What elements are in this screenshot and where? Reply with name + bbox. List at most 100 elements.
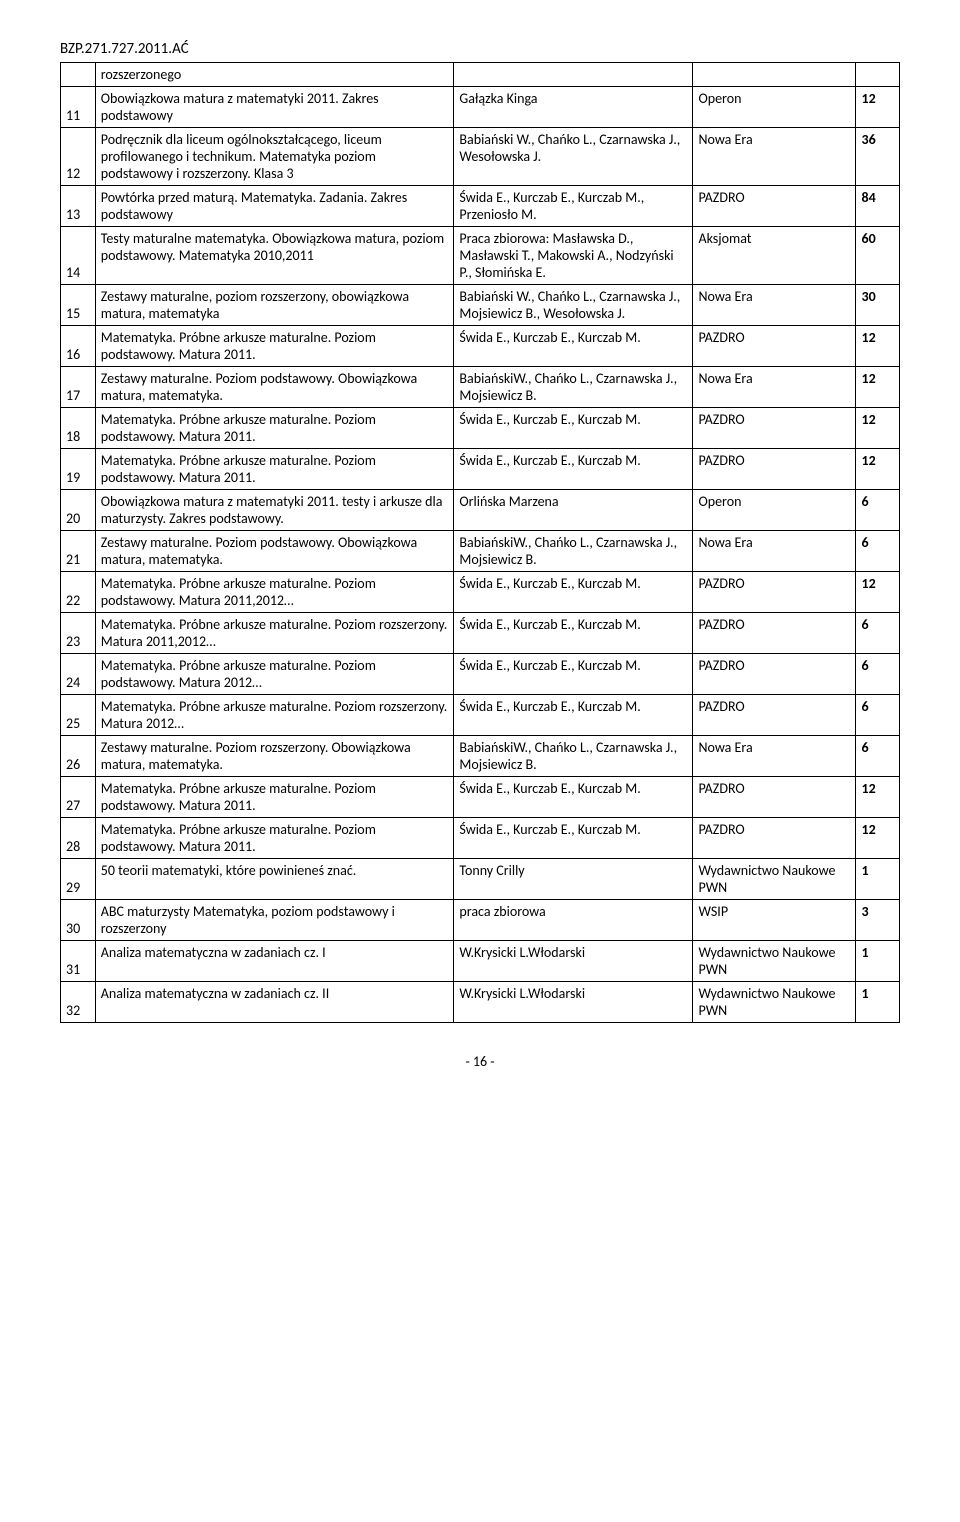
- row-number: 21: [61, 531, 96, 572]
- table-row: 19Matematyka. Próbne arkusze maturalne. …: [61, 449, 900, 490]
- row-author: praca zbiorowa: [454, 900, 693, 941]
- row-title: 50 teorii matematyki, które powinieneś z…: [95, 859, 454, 900]
- row-publisher: PAZDRO: [693, 408, 856, 449]
- row-title: Matematyka. Próbne arkusze maturalne. Po…: [95, 572, 454, 613]
- row-title: Matematyka. Próbne arkusze maturalne. Po…: [95, 613, 454, 654]
- row-title: ABC maturzysty Matematyka, poziom podsta…: [95, 900, 454, 941]
- row-quantity: 6: [856, 613, 900, 654]
- row-author: Świda E., Kurczab E., Kurczab M., Przeni…: [454, 186, 693, 227]
- row-author: Tonny Crilly: [454, 859, 693, 900]
- row-quantity: 12: [856, 572, 900, 613]
- row-quantity: 3: [856, 900, 900, 941]
- table-row: 15Zestawy maturalne, poziom rozszerzony,…: [61, 285, 900, 326]
- row-publisher: Wydawnictwo Naukowe PWN: [693, 982, 856, 1023]
- row-quantity: 12: [856, 408, 900, 449]
- table-row: 14Testy maturalne matematyka. Obowiązkow…: [61, 227, 900, 285]
- table-row: 25Matematyka. Próbne arkusze maturalne. …: [61, 695, 900, 736]
- table-row: 24Matematyka. Próbne arkusze maturalne. …: [61, 654, 900, 695]
- table-row: 13Powtórka przed maturą. Matematyka. Zad…: [61, 186, 900, 227]
- row-number: 22: [61, 572, 96, 613]
- row-publisher: PAZDRO: [693, 818, 856, 859]
- row-number: 26: [61, 736, 96, 777]
- row-number: 12: [61, 128, 96, 186]
- row-quantity: 1: [856, 941, 900, 982]
- table-row: 2950 teorii matematyki, które powinieneś…: [61, 859, 900, 900]
- row-publisher: WSIP: [693, 900, 856, 941]
- row-publisher: PAZDRO: [693, 449, 856, 490]
- row-author: W.Krysicki L.Włodarski: [454, 982, 693, 1023]
- row-publisher: PAZDRO: [693, 186, 856, 227]
- row-title: Zestawy maturalne, poziom rozszerzony, o…: [95, 285, 454, 326]
- continuation-text: rozszerzonego: [95, 63, 454, 87]
- row-quantity: 84: [856, 186, 900, 227]
- table-row: 16Matematyka. Próbne arkusze maturalne. …: [61, 326, 900, 367]
- row-publisher: Wydawnictwo Naukowe PWN: [693, 941, 856, 982]
- row-author: Gałązka Kinga: [454, 87, 693, 128]
- row-quantity: 6: [856, 531, 900, 572]
- table-row: 23Matematyka. Próbne arkusze maturalne. …: [61, 613, 900, 654]
- row-title: Obowiązkowa matura z matematyki 2011. te…: [95, 490, 454, 531]
- row-author: Praca zbiorowa: Masławska D., Masławski …: [454, 227, 693, 285]
- row-author: BabiańskiW., Chańko L., Czarnawska J., M…: [454, 531, 693, 572]
- row-quantity: 6: [856, 695, 900, 736]
- row-title: Zestawy maturalne. Poziom podstawowy. Ob…: [95, 531, 454, 572]
- row-number-empty: [61, 63, 96, 87]
- row-number: 27: [61, 777, 96, 818]
- row-quantity: 30: [856, 285, 900, 326]
- cell-empty: [693, 63, 856, 87]
- table-row: 17Zestawy maturalne. Poziom podstawowy. …: [61, 367, 900, 408]
- row-publisher: Operon: [693, 490, 856, 531]
- row-number: 28: [61, 818, 96, 859]
- row-author: Świda E., Kurczab E., Kurczab M.: [454, 777, 693, 818]
- row-title: Powtórka przed maturą. Matematyka. Zadan…: [95, 186, 454, 227]
- data-table: rozszerzonego 11Obowiązkowa matura z mat…: [60, 62, 900, 1023]
- row-publisher: Operon: [693, 87, 856, 128]
- row-quantity: 36: [856, 128, 900, 186]
- row-number: 13: [61, 186, 96, 227]
- row-author: BabiańskiW., Chańko L., Czarnawska J., M…: [454, 367, 693, 408]
- row-number: 31: [61, 941, 96, 982]
- row-publisher: PAZDRO: [693, 572, 856, 613]
- row-title: Analiza matematyczna w zadaniach cz. I: [95, 941, 454, 982]
- continuation-row: rozszerzonego: [61, 63, 900, 87]
- row-quantity: 60: [856, 227, 900, 285]
- row-quantity: 12: [856, 818, 900, 859]
- cell-empty: [454, 63, 693, 87]
- row-title: Matematyka. Próbne arkusze maturalne. Po…: [95, 777, 454, 818]
- table-row: 22Matematyka. Próbne arkusze maturalne. …: [61, 572, 900, 613]
- row-publisher: PAZDRO: [693, 613, 856, 654]
- row-author: Świda E., Kurczab E., Kurczab M.: [454, 654, 693, 695]
- row-author: Świda E., Kurczab E., Kurczab M.: [454, 818, 693, 859]
- table-row: 26Zestawy maturalne. Poziom rozszerzony.…: [61, 736, 900, 777]
- row-quantity: 12: [856, 87, 900, 128]
- row-number: 17: [61, 367, 96, 408]
- row-quantity: 1: [856, 859, 900, 900]
- row-title: Matematyka. Próbne arkusze maturalne. Po…: [95, 695, 454, 736]
- row-title: Analiza matematyczna w zadaniach cz. II: [95, 982, 454, 1023]
- row-number: 14: [61, 227, 96, 285]
- document-header: BZP.271.727.2011.AĆ: [60, 40, 900, 58]
- table-row: 18Matematyka. Próbne arkusze maturalne. …: [61, 408, 900, 449]
- page-container: BZP.271.727.2011.AĆ rozszerzonego 11Obow…: [0, 0, 960, 1110]
- table-row: 30ABC maturzysty Matematyka, poziom pods…: [61, 900, 900, 941]
- row-number: 23: [61, 613, 96, 654]
- row-author: BabiańskiW., Chańko L., Czarnawska J., M…: [454, 736, 693, 777]
- row-quantity: 12: [856, 449, 900, 490]
- cell-empty: [856, 63, 900, 87]
- row-title: Testy maturalne matematyka. Obowiązkowa …: [95, 227, 454, 285]
- page-footer: - 16 -: [60, 1053, 900, 1070]
- table-row: 11Obowiązkowa matura z matematyki 2011. …: [61, 87, 900, 128]
- row-number: 30: [61, 900, 96, 941]
- row-publisher: PAZDRO: [693, 777, 856, 818]
- row-publisher: Aksjomat: [693, 227, 856, 285]
- row-number: 32: [61, 982, 96, 1023]
- row-number: 19: [61, 449, 96, 490]
- row-quantity: 12: [856, 777, 900, 818]
- row-publisher: Wydawnictwo Naukowe PWN: [693, 859, 856, 900]
- row-number: 11: [61, 87, 96, 128]
- row-quantity: 12: [856, 326, 900, 367]
- row-number: 25: [61, 695, 96, 736]
- row-title: Matematyka. Próbne arkusze maturalne. Po…: [95, 654, 454, 695]
- row-author: Świda E., Kurczab E., Kurczab M.: [454, 613, 693, 654]
- row-number: 29: [61, 859, 96, 900]
